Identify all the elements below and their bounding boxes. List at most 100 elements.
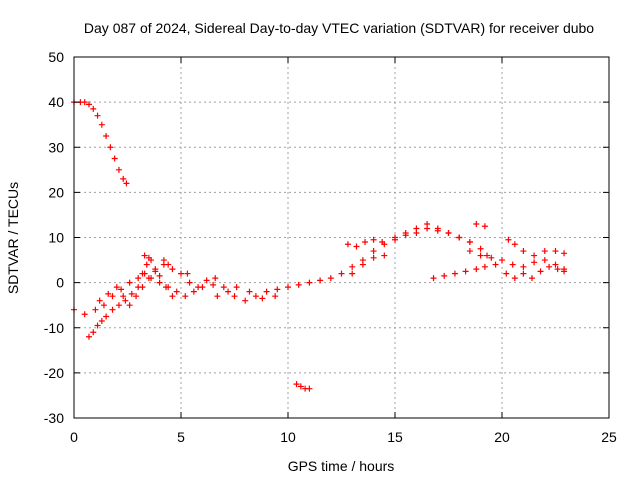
data-point	[165, 261, 172, 268]
data-point	[484, 252, 491, 259]
data-point	[531, 252, 538, 259]
series-secondary-mid	[96, 261, 219, 309]
data-point	[220, 284, 227, 291]
data-point	[445, 229, 452, 236]
data-point	[541, 257, 548, 264]
data-point	[115, 166, 122, 173]
data-point	[505, 236, 512, 243]
data-point	[214, 293, 221, 300]
data-point	[190, 288, 197, 295]
x-axis-label: GPS time / hours	[288, 458, 395, 474]
data-point	[169, 266, 176, 273]
data-point	[109, 306, 116, 313]
data-point	[285, 284, 291, 291]
data-point	[473, 220, 480, 227]
data-point	[92, 306, 99, 313]
data-point	[297, 383, 304, 390]
data-point	[349, 263, 356, 270]
data-point	[274, 286, 281, 293]
data-point	[402, 229, 409, 236]
data-point	[163, 284, 170, 291]
data-point	[552, 248, 559, 255]
data-point	[94, 322, 101, 329]
data-point	[210, 281, 217, 288]
data-point	[139, 270, 146, 277]
data-point	[139, 284, 146, 291]
data-point	[413, 225, 420, 232]
data-point	[541, 248, 548, 255]
x-tick-label: 15	[387, 429, 403, 445]
data-point	[111, 155, 118, 162]
y-tick-label: -10	[44, 320, 64, 336]
data-point	[424, 220, 431, 227]
data-point	[430, 275, 437, 282]
data-point	[118, 286, 125, 293]
data-point	[115, 302, 122, 309]
data-point	[528, 275, 535, 282]
data-point	[231, 293, 238, 300]
data-point	[370, 254, 377, 261]
data-point	[113, 284, 120, 291]
data-point	[477, 252, 484, 259]
data-point	[295, 281, 302, 288]
data-point	[263, 288, 270, 295]
data-point	[212, 275, 219, 282]
series-early-high	[71, 99, 130, 187]
x-tick-label: 10	[280, 429, 296, 445]
data-point	[554, 266, 561, 273]
data-point	[122, 297, 129, 304]
data-point	[561, 250, 568, 257]
data-point	[317, 277, 324, 284]
data-point	[451, 270, 458, 277]
data-point	[462, 268, 469, 275]
data-point	[392, 234, 398, 241]
y-tick-label: 30	[48, 139, 64, 155]
data-point	[481, 263, 488, 270]
data-point	[103, 313, 110, 320]
y-axis-label: SDTVAR / TECUs	[5, 182, 21, 294]
data-point	[293, 381, 300, 388]
data-point	[103, 132, 110, 139]
data-point	[94, 112, 101, 119]
data-point	[434, 225, 441, 232]
data-point	[488, 254, 495, 261]
chart-title: Day 087 of 2024, Sidereal Day-to-day VTE…	[84, 20, 594, 36]
data-point	[152, 268, 159, 275]
data-point	[359, 261, 366, 268]
data-point	[259, 295, 266, 302]
data-point	[492, 261, 499, 268]
data-point	[120, 175, 127, 182]
y-tick-label: 50	[48, 49, 64, 65]
data-point	[203, 277, 210, 284]
data-point	[85, 101, 92, 108]
data-point	[141, 252, 148, 259]
data-point	[100, 302, 107, 309]
data-point	[178, 270, 184, 277]
data-point	[126, 302, 133, 309]
y-tick-label: -20	[44, 365, 64, 381]
data-point	[272, 293, 279, 300]
data-point	[503, 270, 510, 277]
data-point	[184, 270, 191, 277]
data-point	[182, 293, 189, 300]
data-point	[135, 275, 142, 282]
data-point	[511, 241, 518, 248]
data-point	[109, 293, 116, 300]
data-point	[90, 105, 97, 112]
data-point	[225, 288, 232, 295]
y-tick-label: -30	[44, 410, 64, 426]
data-point	[466, 239, 473, 246]
grid-lines	[74, 57, 609, 418]
data-point	[90, 329, 97, 336]
data-point	[306, 385, 313, 392]
y-tick-label: 10	[48, 230, 64, 246]
x-tick-label: 0	[70, 429, 78, 445]
data-point	[338, 270, 345, 277]
data-point	[169, 293, 176, 300]
x-tick-label: 25	[601, 429, 617, 445]
y-tick-label: 40	[48, 94, 64, 110]
data-point	[370, 248, 377, 255]
data-point	[128, 290, 135, 297]
data-point	[98, 317, 105, 324]
y-tick-label: 0	[56, 275, 64, 291]
